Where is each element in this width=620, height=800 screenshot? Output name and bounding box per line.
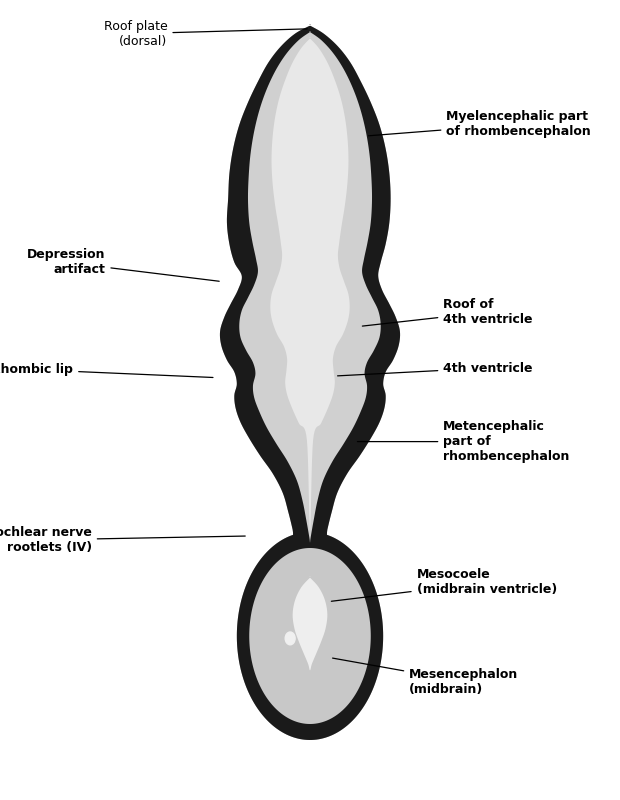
Polygon shape — [237, 532, 383, 740]
Polygon shape — [270, 38, 350, 531]
Text: Roof plate
(dorsal): Roof plate (dorsal) — [104, 19, 308, 48]
Polygon shape — [220, 25, 400, 550]
Polygon shape — [239, 31, 381, 542]
Text: Mesocoele
(midbrain ventricle): Mesocoele (midbrain ventricle) — [331, 568, 557, 602]
Text: Depression
artifact: Depression artifact — [27, 248, 219, 282]
Text: Mesencephalon
(midbrain): Mesencephalon (midbrain) — [332, 658, 518, 695]
Text: Myelencephalic part
of rhombencephalon: Myelencephalic part of rhombencephalon — [368, 110, 591, 138]
Polygon shape — [220, 25, 400, 550]
Text: Trochlear nerve
rootlets (IV): Trochlear nerve rootlets (IV) — [0, 526, 246, 554]
Polygon shape — [249, 548, 371, 724]
Text: Rhombic lip: Rhombic lip — [0, 363, 213, 378]
Text: 4th ventricle: 4th ventricle — [337, 362, 533, 376]
Polygon shape — [293, 577, 327, 670]
Text: Metencephalic
part of
rhombencephalon: Metencephalic part of rhombencephalon — [357, 420, 570, 463]
Text: Roof of
4th ventricle: Roof of 4th ventricle — [362, 298, 533, 326]
Circle shape — [285, 632, 295, 645]
Polygon shape — [237, 532, 383, 740]
